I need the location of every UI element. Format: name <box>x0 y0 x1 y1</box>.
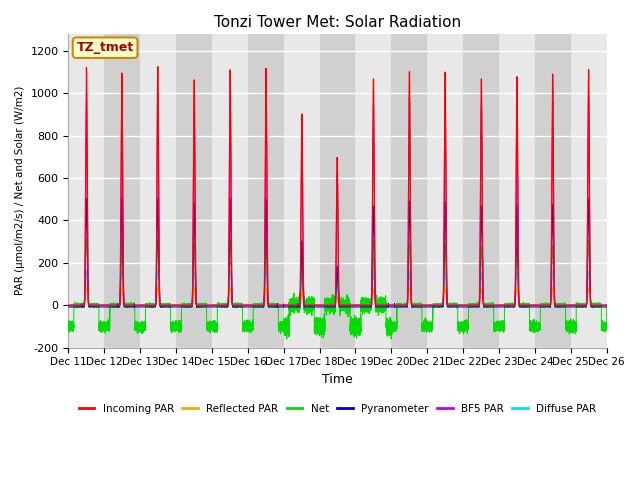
Bar <box>319 34 355 348</box>
Bar <box>212 34 248 348</box>
Bar <box>535 34 571 348</box>
Bar <box>140 34 176 348</box>
Bar <box>571 34 607 348</box>
Bar <box>392 34 428 348</box>
Bar <box>104 34 140 348</box>
Title: Tonzi Tower Met: Solar Radiation: Tonzi Tower Met: Solar Radiation <box>214 15 461 30</box>
Bar <box>499 34 535 348</box>
Bar <box>248 34 284 348</box>
Bar <box>355 34 392 348</box>
Bar <box>428 34 463 348</box>
Bar <box>68 34 104 348</box>
Text: TZ_tmet: TZ_tmet <box>76 41 134 54</box>
Bar <box>176 34 212 348</box>
Bar <box>463 34 499 348</box>
Y-axis label: PAR (μmol/m2/s) / Net and Solar (W/m2): PAR (μmol/m2/s) / Net and Solar (W/m2) <box>15 86 25 296</box>
X-axis label: Time: Time <box>322 373 353 386</box>
Bar <box>284 34 319 348</box>
Legend: Incoming PAR, Reflected PAR, Net, Pyranometer, BF5 PAR, Diffuse PAR: Incoming PAR, Reflected PAR, Net, Pyrano… <box>75 400 600 418</box>
